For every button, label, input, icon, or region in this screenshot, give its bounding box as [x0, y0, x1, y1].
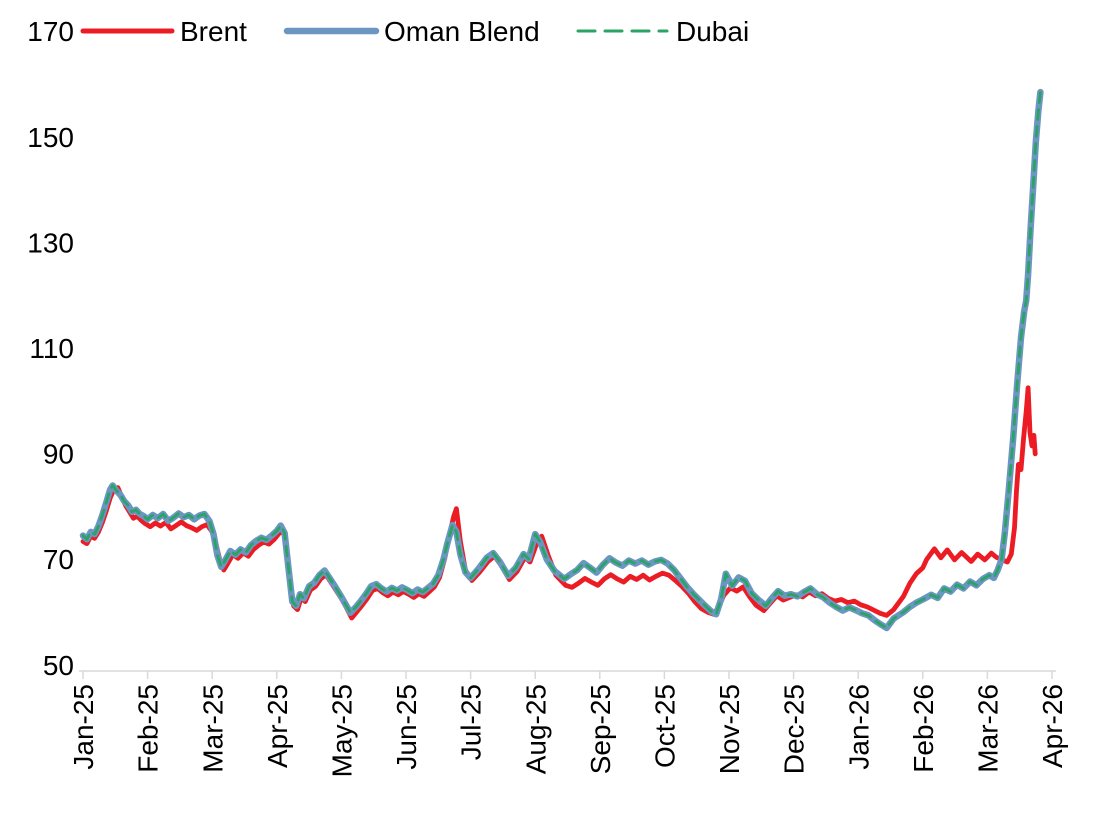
x-axis-label: Mar-25: [197, 684, 228, 773]
x-axis-label: Aug-25: [520, 684, 551, 774]
legend: Brent Oman Blend Dubai: [80, 16, 749, 47]
x-axis-label: Apr-25: [262, 684, 293, 768]
y-axis-label: 150: [27, 122, 74, 153]
legend-label-dubai: Dubai: [676, 16, 749, 47]
dubai-line: [81, 90, 1042, 630]
x-axis-label: Feb-26: [908, 684, 939, 773]
series-lines: [79, 88, 1044, 632]
y-axis-label: 130: [27, 227, 74, 258]
y-axis: 170 150 130 110 90 70 50: [27, 16, 74, 681]
y-axis-label: 90: [43, 439, 74, 470]
x-axis-label: Jul-25: [456, 684, 487, 760]
legend-label-oman: Oman Blend: [384, 16, 540, 47]
x-axis-label: Mar-26: [973, 684, 1004, 773]
oman-line: [79, 88, 1044, 632]
legend-label-brent: Brent: [180, 16, 247, 47]
x-axis-label: Jan-25: [68, 684, 99, 770]
x-axis-label: Jun-25: [391, 684, 422, 770]
x-axis-label: Dec-25: [779, 684, 810, 774]
x-axis-label: Nov-25: [714, 684, 745, 774]
brent-line: [80, 385, 1038, 621]
y-axis-label: 50: [43, 650, 74, 681]
x-axis-label: Apr-26: [1037, 684, 1068, 768]
x-axis-label: Feb-25: [133, 684, 164, 773]
x-axis-label: Sep-25: [585, 684, 616, 774]
x-axis-label: Oct-25: [650, 684, 681, 768]
x-axis: Jan-25 Feb-25 Mar-25 Apr-25 May-25 Jun-25 Jul-…: [68, 670, 1068, 777]
x-axis-label: May-25: [327, 684, 358, 777]
y-axis-label: 170: [27, 16, 74, 47]
y-axis-label: 70: [43, 544, 74, 575]
x-axis-label: Jan-26: [843, 684, 874, 770]
y-axis-label: 110: [29, 333, 74, 364]
